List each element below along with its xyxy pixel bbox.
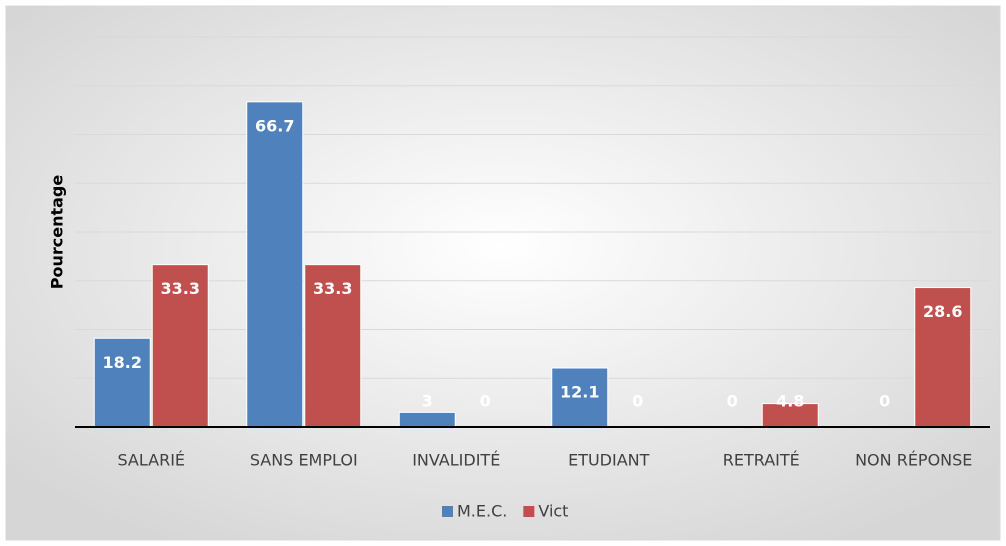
- data-label: 33.3: [161, 279, 200, 298]
- x-tick-label: NON RÉPONSE: [855, 451, 972, 470]
- data-label: 3: [422, 392, 433, 411]
- data-label: 12.1: [560, 383, 599, 402]
- data-label: 18.2: [103, 353, 142, 372]
- data-label: 33.3: [313, 279, 352, 298]
- data-label: 4.8: [776, 392, 804, 411]
- x-tick-label: INVALIDITÉ: [412, 451, 500, 470]
- x-tick-label: ETUDIANT: [568, 451, 650, 470]
- y-axis-label: Pourcentage: [48, 175, 67, 290]
- legend-label: Vict: [538, 502, 568, 521]
- data-label: 0: [727, 392, 738, 411]
- data-label: 0: [480, 392, 491, 411]
- data-label: 0: [879, 392, 890, 411]
- legend-swatch: [442, 506, 453, 517]
- data-label: 0: [632, 392, 643, 411]
- data-label: 66.7: [255, 116, 294, 135]
- bar: [246, 101, 304, 428]
- legend-label: M.E.C.: [457, 502, 507, 521]
- x-tick-label: RETRAITÉ: [723, 451, 800, 470]
- x-tick-label: SALARIÉ: [117, 451, 185, 470]
- x-tick-label: SANS EMPLOI: [250, 451, 358, 470]
- legend-swatch: [523, 506, 535, 517]
- bar: [93, 337, 151, 428]
- data-label: 28.6: [923, 302, 962, 321]
- bar: [398, 411, 456, 428]
